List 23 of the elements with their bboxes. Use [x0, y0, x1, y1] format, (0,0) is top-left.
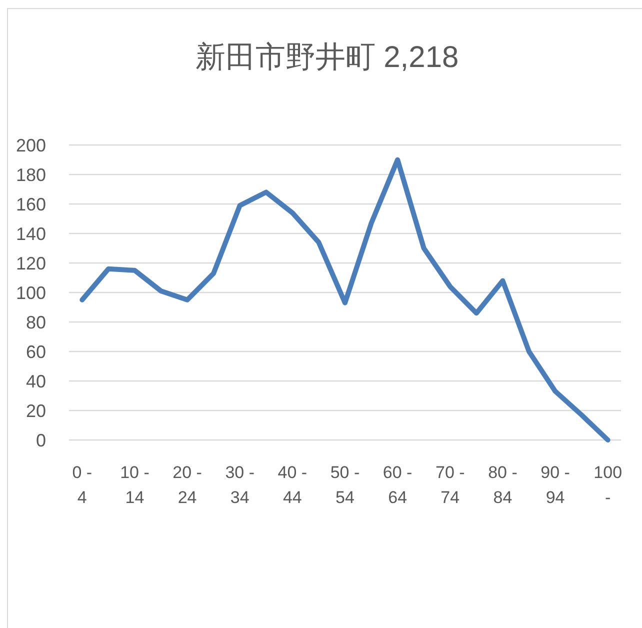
y-tick-label: 0 [36, 430, 46, 450]
x-tick-label: 40 - 44 [278, 463, 308, 507]
x-tick-label: 60 - 64 [382, 463, 412, 507]
y-tick-label: 100 [16, 283, 46, 303]
x-tick-label: 70 - 74 [435, 463, 465, 507]
x-tick-label: 0 - 4 [72, 463, 92, 507]
y-tick-label: 20 [26, 401, 46, 421]
y-tick-label: 60 [26, 342, 46, 362]
y-tick-label: 140 [16, 224, 46, 244]
x-tick-label: 90 - 94 [540, 463, 570, 507]
x-tick-label: 30 - 34 [225, 463, 255, 507]
y-tick-label: 40 [26, 372, 46, 392]
x-tick-label: 50 - 54 [330, 463, 360, 507]
y-tick-label: 120 [16, 254, 46, 274]
x-tick-label: 10 - 14 [120, 463, 150, 507]
x-tick-label: 20 - 24 [172, 463, 202, 507]
chart-title: 新田市野井町 2,218 [195, 41, 459, 74]
x-tick-label: 100 - [594, 463, 622, 507]
y-tick-label: 180 [16, 165, 46, 185]
y-tick-label: 160 [16, 194, 46, 214]
x-tick-label: 80 - 84 [488, 463, 518, 507]
y-tick-label: 80 [26, 312, 46, 332]
y-tick-label: 200 [16, 136, 46, 156]
